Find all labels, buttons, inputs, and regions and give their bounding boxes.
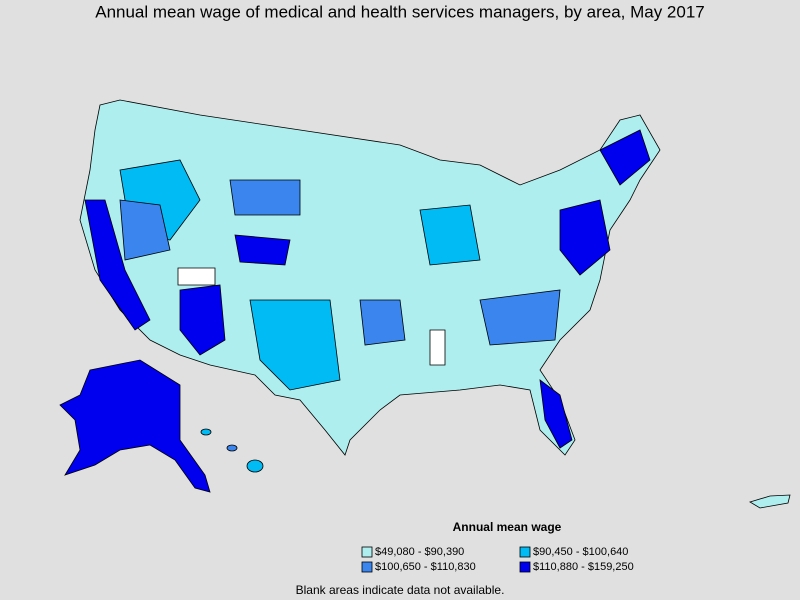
blank-area bbox=[177, 267, 216, 286]
hawaii bbox=[226, 444, 238, 452]
footnote: Blank areas indicate data not available. bbox=[296, 583, 505, 597]
map-area bbox=[419, 204, 481, 266]
map-area bbox=[249, 299, 341, 391]
legend-title: Annual mean wage bbox=[453, 520, 562, 534]
map-area bbox=[234, 234, 291, 266]
map-area bbox=[179, 284, 226, 356]
blank-area bbox=[429, 329, 446, 366]
map bbox=[59, 99, 791, 509]
puerto-rico bbox=[749, 494, 791, 509]
map-area bbox=[119, 199, 171, 261]
legend-swatch bbox=[519, 561, 531, 573]
legend-label: $110,880 - $159,250 bbox=[533, 561, 634, 573]
legend-swatch bbox=[361, 546, 373, 558]
map-area bbox=[599, 129, 651, 186]
hawaii bbox=[246, 459, 264, 473]
map-area bbox=[229, 179, 301, 216]
continental-us bbox=[79, 99, 661, 456]
legend-label: $100,650 - $110,830 bbox=[375, 561, 476, 573]
legend-label: $49,080 - $90,390 bbox=[375, 546, 464, 558]
legend-label: $90,450 - $100,640 bbox=[533, 546, 628, 558]
map-title: Annual mean wage of medical and health s… bbox=[95, 2, 705, 21]
map-area bbox=[539, 379, 573, 449]
hawaii bbox=[200, 428, 212, 436]
map-area bbox=[84, 199, 151, 331]
map-area bbox=[479, 289, 561, 346]
alaska bbox=[59, 359, 211, 493]
map-area bbox=[359, 299, 406, 346]
legend: $49,080 - $90,390 $90,450 - $100,640 $100,… bbox=[361, 546, 634, 573]
map-area bbox=[559, 199, 611, 276]
legend-swatch bbox=[519, 546, 531, 558]
legend-swatch bbox=[361, 561, 373, 573]
